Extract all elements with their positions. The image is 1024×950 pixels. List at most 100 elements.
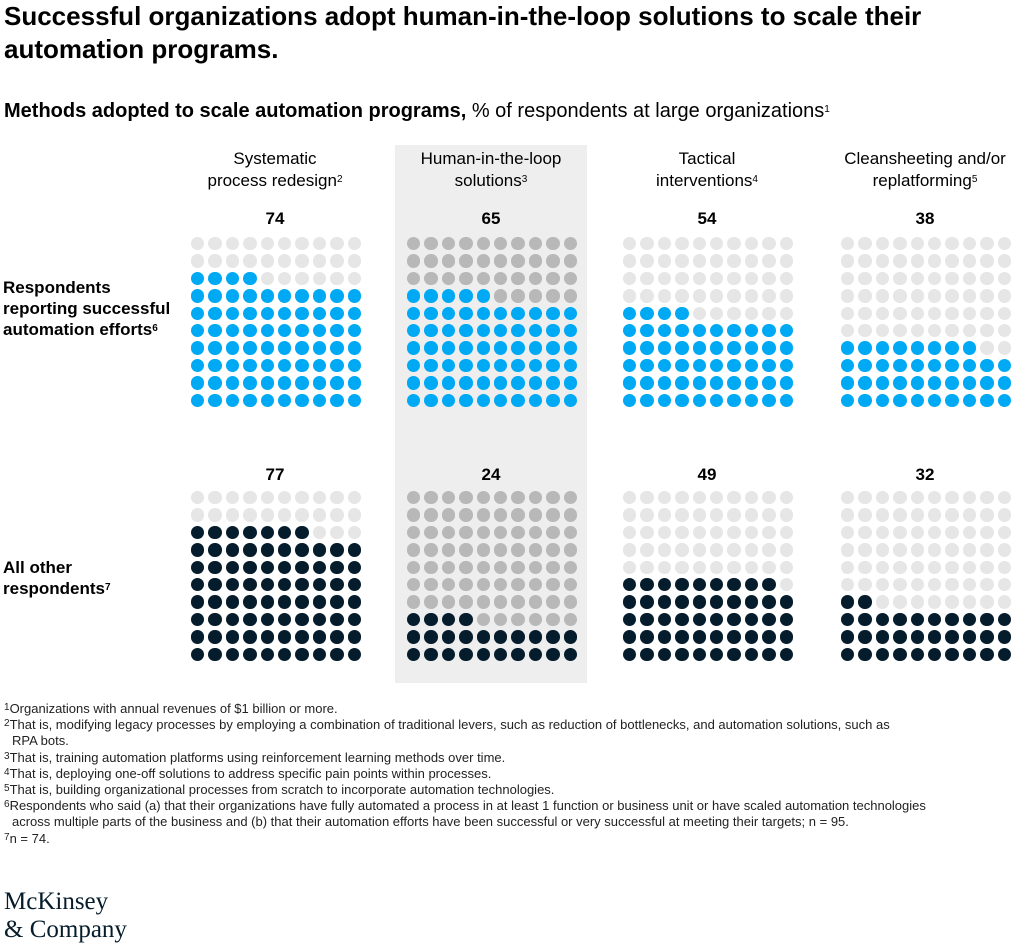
waffle-dot-empty [347, 254, 361, 268]
waffle-dot-filled [779, 324, 793, 338]
waffle-dot-filled [225, 393, 240, 407]
waffle-dot-filled [243, 525, 257, 540]
waffle-dot-empty [441, 491, 456, 505]
waffle-dot-empty [893, 271, 907, 286]
waffle-dot-empty [278, 491, 292, 505]
waffle-dot-filled [278, 393, 292, 407]
waffle-dot-filled [260, 630, 274, 644]
waffle-dot-empty [710, 491, 724, 505]
waffle-dot-empty [762, 491, 776, 505]
waffle-dot-empty [295, 237, 309, 251]
waffle-dot-empty [997, 271, 1011, 286]
waffle-dot-empty [511, 491, 525, 505]
waffle-dot-filled [640, 393, 654, 407]
waffle-dot-filled [278, 595, 292, 609]
waffle-dot-filled [727, 612, 741, 627]
waffle-dot-filled [424, 289, 438, 303]
waffle-dot-empty [962, 324, 977, 338]
waffle-dot-filled [858, 630, 872, 644]
waffle-dot-filled [727, 595, 741, 609]
waffle-dot-empty [910, 306, 924, 320]
waffle-dot-empty [962, 560, 977, 574]
waffle-dot-empty [511, 525, 525, 540]
waffle-dot-filled [407, 306, 421, 320]
waffle-dot-filled [347, 647, 361, 661]
waffle-dot-filled [623, 612, 637, 627]
waffle-dot-filled [424, 341, 438, 355]
waffle-dot-empty [191, 491, 205, 505]
waffle-dot-filled [727, 393, 741, 407]
column-header-systematic: Systematic process redesign2 [175, 148, 375, 192]
waffle-dot-filled [710, 612, 724, 627]
waffle-dot-empty [727, 271, 741, 286]
waffle-dot-filled [762, 324, 776, 338]
waffle-dot-empty [858, 543, 872, 557]
waffle-dot-empty [476, 543, 490, 557]
waffle-dot-filled [225, 595, 240, 609]
waffle-dot-filled [208, 560, 222, 574]
waffle-dot-filled [225, 376, 240, 390]
waffle-dot-filled [330, 358, 344, 373]
waffle-dot-filled [208, 376, 222, 390]
waffle-dot-filled [980, 358, 994, 373]
waffle-dot-empty [208, 491, 222, 505]
waffle-dot-empty [441, 254, 456, 268]
waffle-dot-filled [744, 376, 759, 390]
waffle-dot-empty [278, 237, 292, 251]
waffle-dot-empty [762, 306, 776, 320]
waffle-dot-filled [563, 647, 577, 661]
waffle-dot-filled [330, 578, 344, 592]
waffle-dot-filled [945, 341, 959, 355]
waffle-dot-empty [997, 560, 1011, 574]
waffle-dot-empty [459, 595, 473, 609]
footnote-text-cont: RPA bots. [12, 733, 69, 749]
waffle-dot-empty [962, 543, 977, 557]
waffle-dot-filled [640, 578, 654, 592]
waffle-dot-filled [225, 289, 240, 303]
waffle-dot-empty [710, 237, 724, 251]
waffle-dot-empty [762, 254, 776, 268]
waffle-dot-filled [441, 358, 456, 373]
waffle-dot-filled [278, 306, 292, 320]
waffle-dot-filled [243, 560, 257, 574]
waffle-dot-filled [278, 358, 292, 373]
footnote: 7n = 74. [4, 831, 1019, 847]
waffle-dot-filled [243, 612, 257, 627]
highlight-column-background [395, 145, 587, 683]
waffle-dot-filled [312, 630, 327, 644]
waffle-dot-empty [692, 254, 706, 268]
waffle-dot-empty [563, 525, 577, 540]
waffle-dot-empty [441, 271, 456, 286]
waffle-dot-empty [563, 491, 577, 505]
waffle-dot-filled [779, 612, 793, 627]
waffle-dot-filled [841, 595, 855, 609]
waffle-dot-empty [407, 543, 421, 557]
waffle-dot-filled [744, 612, 759, 627]
waffle-dot-empty [407, 578, 421, 592]
waffle-dot-empty [980, 324, 994, 338]
waffle-dot-filled [191, 358, 205, 373]
waffle-dot-filled [407, 393, 421, 407]
waffle-dot-filled [910, 630, 924, 644]
waffle-dot-filled [441, 289, 456, 303]
waffle-dot-empty [928, 508, 942, 522]
waffle-dot-filled [858, 341, 872, 355]
waffle-dot-empty [910, 560, 924, 574]
waffle-dot-filled [623, 306, 637, 320]
waffle-dot-empty [459, 491, 473, 505]
waffle-dot-filled [312, 543, 327, 557]
waffle-dot-filled [640, 358, 654, 373]
waffle-dot-filled [295, 525, 309, 540]
waffle-dot-empty [928, 306, 942, 320]
waffle-dot-empty [692, 289, 706, 303]
waffle-dot-filled [841, 647, 855, 661]
waffle-dot-filled [744, 358, 759, 373]
waffle-dot-filled [347, 543, 361, 557]
waffle-dot-empty [476, 237, 490, 251]
waffle-dot-filled [692, 647, 706, 661]
waffle-dot-empty [208, 254, 222, 268]
waffle-dot-empty [225, 237, 240, 251]
waffle-dot-empty [424, 271, 438, 286]
waffle-dot-empty [893, 289, 907, 303]
waffle-dot-filled [441, 376, 456, 390]
